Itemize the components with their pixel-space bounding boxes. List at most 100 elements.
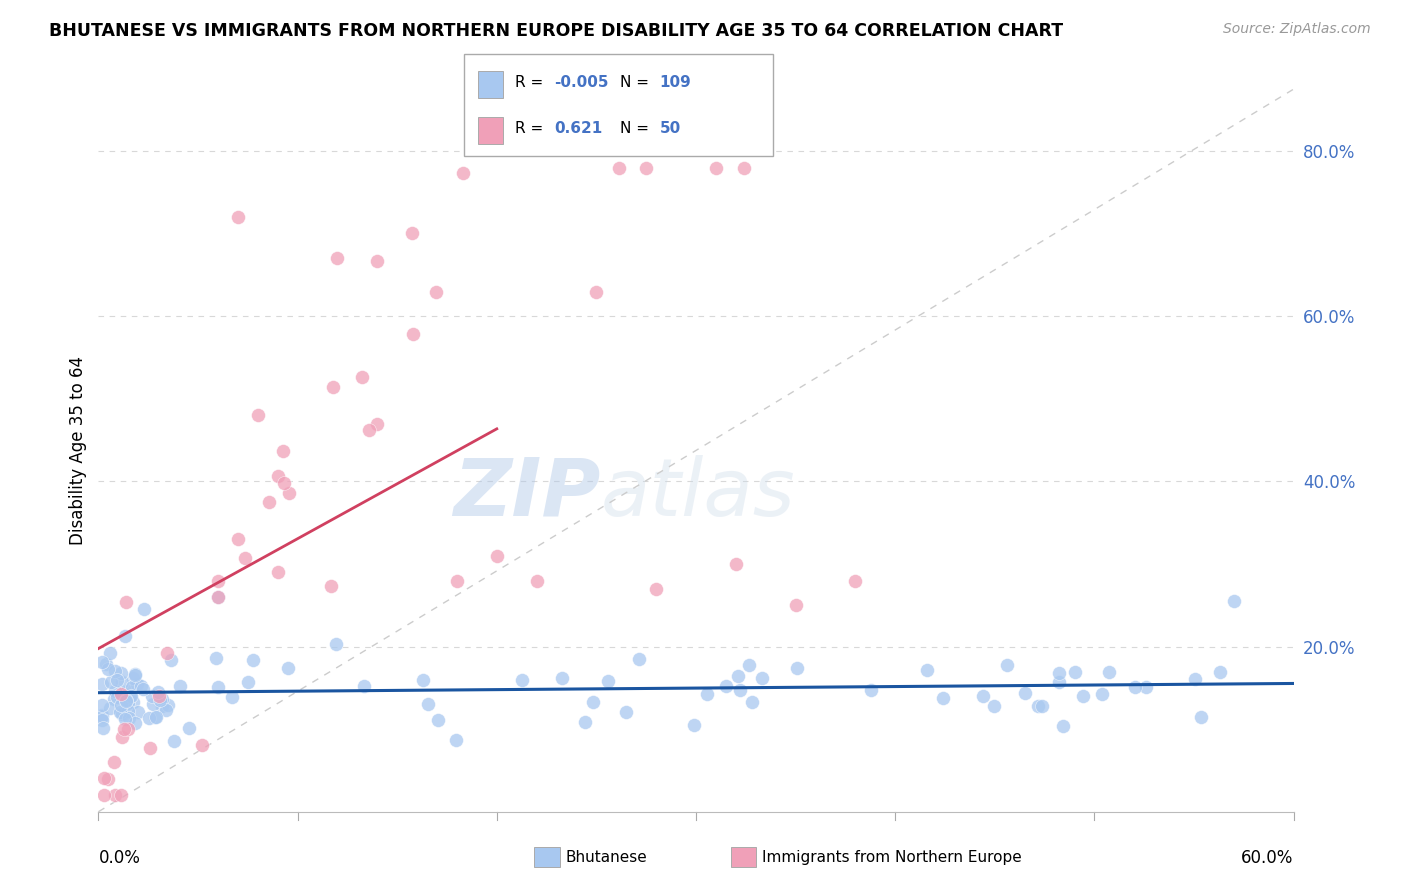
Point bbox=[98, 646, 121, 660]
Point bbox=[683, 718, 706, 732]
Point bbox=[1123, 680, 1146, 694]
Point bbox=[730, 682, 752, 697]
Point bbox=[91, 713, 114, 727]
Point bbox=[972, 689, 994, 703]
Point bbox=[104, 788, 127, 802]
Point bbox=[118, 689, 141, 703]
Point bbox=[191, 739, 214, 753]
Point bbox=[103, 665, 125, 679]
Point bbox=[785, 599, 807, 613]
Point bbox=[551, 671, 574, 685]
Point bbox=[366, 254, 388, 268]
Point bbox=[100, 674, 122, 689]
Point bbox=[325, 637, 347, 651]
Point bbox=[350, 369, 373, 384]
Point bbox=[117, 696, 139, 710]
Point bbox=[1135, 680, 1157, 694]
Point bbox=[103, 755, 125, 769]
Point bbox=[221, 690, 243, 705]
Point bbox=[132, 682, 155, 697]
Point bbox=[105, 673, 128, 688]
Point bbox=[145, 710, 167, 724]
Point bbox=[634, 161, 657, 175]
Point bbox=[1014, 686, 1036, 700]
Y-axis label: Disability Age 35 to 64: Disability Age 35 to 64 bbox=[69, 356, 87, 545]
Text: BHUTANESE VS IMMIGRANTS FROM NORTHERN EUROPE DISABILITY AGE 35 TO 64 CORRELATION: BHUTANESE VS IMMIGRANTS FROM NORTHERN EU… bbox=[49, 22, 1063, 40]
Point bbox=[267, 566, 290, 580]
Point bbox=[163, 734, 186, 748]
Point bbox=[134, 602, 156, 616]
Point bbox=[146, 685, 169, 699]
Point bbox=[207, 574, 229, 588]
Point bbox=[110, 698, 132, 712]
Point bbox=[1209, 665, 1232, 679]
Point bbox=[115, 595, 138, 609]
Point bbox=[645, 582, 668, 596]
Text: atlas: atlas bbox=[600, 455, 796, 533]
Point bbox=[319, 579, 342, 593]
Point bbox=[704, 161, 727, 175]
Point bbox=[751, 671, 773, 685]
Point bbox=[738, 658, 761, 673]
Point bbox=[585, 285, 607, 299]
Point bbox=[160, 653, 183, 667]
Point bbox=[1047, 675, 1070, 690]
Text: -0.005: -0.005 bbox=[554, 75, 609, 90]
Point bbox=[1052, 719, 1074, 733]
Point bbox=[118, 711, 141, 725]
Point bbox=[786, 661, 808, 675]
Point bbox=[425, 285, 447, 300]
Point bbox=[91, 709, 114, 723]
Point bbox=[727, 669, 749, 683]
Text: 109: 109 bbox=[659, 75, 692, 90]
Point bbox=[97, 772, 120, 786]
Text: Immigrants from Northern Europe: Immigrants from Northern Europe bbox=[762, 850, 1022, 864]
Point bbox=[932, 690, 955, 705]
Point bbox=[127, 705, 149, 719]
Point bbox=[860, 683, 883, 698]
Point bbox=[273, 476, 295, 491]
Text: N =: N = bbox=[620, 75, 654, 90]
Point bbox=[995, 658, 1018, 673]
Point bbox=[357, 423, 380, 437]
Point bbox=[111, 731, 134, 745]
Point bbox=[226, 533, 249, 547]
Point bbox=[117, 722, 139, 736]
Point bbox=[129, 679, 152, 693]
Point bbox=[226, 210, 249, 224]
Point bbox=[103, 692, 125, 706]
Point bbox=[110, 706, 132, 721]
Point bbox=[1184, 672, 1206, 686]
Point bbox=[696, 687, 718, 701]
Point bbox=[93, 771, 115, 785]
Text: 50: 50 bbox=[659, 121, 681, 136]
Point bbox=[148, 689, 170, 703]
Point bbox=[155, 703, 177, 717]
Point bbox=[205, 651, 228, 665]
Text: ZIP: ZIP bbox=[453, 455, 600, 533]
Point bbox=[733, 161, 755, 175]
Point bbox=[246, 409, 269, 423]
Text: R =: R = bbox=[515, 75, 548, 90]
Text: Bhutanese: Bhutanese bbox=[565, 850, 647, 864]
Point bbox=[724, 557, 747, 571]
Point bbox=[93, 788, 115, 802]
Point bbox=[983, 698, 1005, 713]
Point bbox=[485, 549, 508, 563]
Point bbox=[1071, 689, 1094, 703]
Point bbox=[1091, 687, 1114, 701]
Point bbox=[104, 684, 127, 698]
Text: 0.0%: 0.0% bbox=[98, 849, 141, 867]
Point bbox=[277, 485, 299, 500]
Point bbox=[125, 677, 148, 691]
Point bbox=[120, 690, 142, 704]
Point bbox=[451, 166, 474, 180]
Point bbox=[141, 689, 163, 703]
Point bbox=[512, 673, 534, 687]
Point bbox=[401, 226, 423, 240]
Point bbox=[111, 675, 134, 690]
Point bbox=[917, 664, 939, 678]
Point bbox=[526, 574, 548, 588]
Point bbox=[105, 690, 128, 704]
Point bbox=[412, 673, 434, 688]
